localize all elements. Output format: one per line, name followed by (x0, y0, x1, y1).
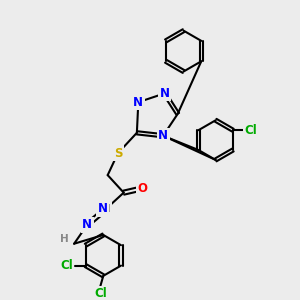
Text: N: N (160, 87, 170, 100)
Text: Cl: Cl (244, 124, 257, 137)
Text: N: N (82, 218, 92, 231)
Text: N: N (158, 129, 168, 142)
Text: O: O (138, 182, 148, 195)
Text: N: N (98, 202, 108, 215)
Text: N: N (133, 96, 143, 109)
Text: Cl: Cl (94, 287, 107, 300)
Text: S: S (114, 147, 122, 160)
Text: H: H (102, 204, 111, 214)
Text: Cl: Cl (60, 259, 73, 272)
Text: H: H (60, 234, 69, 244)
